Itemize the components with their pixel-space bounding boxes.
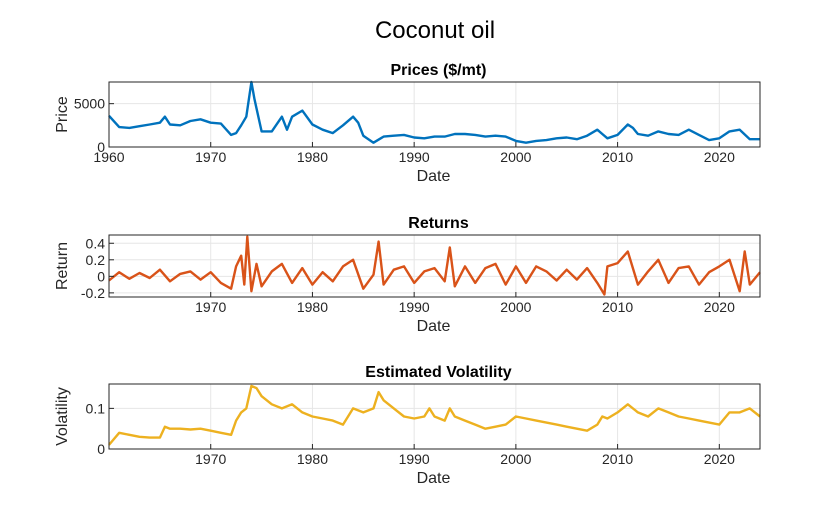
returns-ytick-label: 0 [97, 268, 105, 284]
volatility-title: Estimated Volatility [365, 364, 512, 381]
prices-panel: 1960 1970 1980 1990 2000 2010 2020 0 5000 Prices … [54, 62, 761, 185]
volatility-ytick-label: 0 [97, 441, 105, 457]
returns-xtick-label: 2010 [602, 299, 633, 315]
volatility-xtick-label: 2000 [500, 451, 531, 467]
prices-xlabel: Date [417, 168, 451, 185]
prices-xtick-label: 1980 [297, 149, 328, 165]
volatility-xtick-label: 2020 [704, 451, 735, 467]
volatility-series-line [108, 384, 761, 446]
returns-xtick-label: 1990 [399, 299, 430, 315]
returns-ytick-label: -0.2 [81, 285, 105, 301]
figure-title: Coconut oil [375, 17, 495, 44]
volatility-xtick-label: 1980 [297, 451, 328, 467]
returns-ytick-label: 0.2 [86, 252, 106, 268]
volatility-ylabel: Volatility [54, 387, 71, 446]
prices-title: Prices ($/mt) [390, 62, 486, 79]
volatility-ytick-label: 0.1 [86, 400, 106, 416]
returns-xtick-label: 1980 [297, 299, 328, 315]
returns-axes-box [108, 234, 761, 298]
volatility-xtick-label: 1970 [195, 451, 226, 467]
returns-xtick-label: 1970 [195, 299, 226, 315]
volatility-axes-box [108, 383, 761, 450]
prices-ytick-label: 0 [97, 139, 105, 155]
returns-title: Returns [408, 215, 469, 232]
prices-xtick-label: 2010 [602, 149, 633, 165]
prices-axes-box [108, 81, 761, 148]
prices-ytick-label: 5000 [74, 96, 105, 112]
returns-series-line [108, 235, 761, 296]
returns-ylabel: Return [54, 242, 71, 290]
volatility-xtick-label: 1990 [399, 451, 430, 467]
returns-xtick-label: 2020 [704, 299, 735, 315]
prices-xtick-label: 2000 [500, 149, 531, 165]
returns-ytick-label: 0.4 [86, 235, 106, 251]
volatility-panel: 1970 1980 1990 2000 2010 2020 0 0.1 Estimated Vo… [54, 364, 761, 487]
returns-panel: 1970 1980 1990 2000 2010 2020 -0.200.20.4 Retur… [54, 215, 761, 335]
prices-xtick-label: 1990 [399, 149, 430, 165]
returns-xlabel: Date [417, 318, 451, 335]
prices-ylabel: Price [54, 96, 71, 133]
returns-xtick-label: 2000 [500, 299, 531, 315]
volatility-xtick-label: 2010 [602, 451, 633, 467]
prices-xtick-label: 1960 [93, 149, 124, 165]
plots-group: 1960 1970 1980 1990 2000 2010 2020 0 5000 Prices … [54, 62, 761, 487]
volatility-xlabel: Date [417, 470, 451, 487]
returns-plot-area [109, 235, 760, 297]
prices-xtick-label: 2020 [704, 149, 735, 165]
prices-xtick-label: 1970 [195, 149, 226, 165]
prices-series-line [108, 80, 760, 144]
